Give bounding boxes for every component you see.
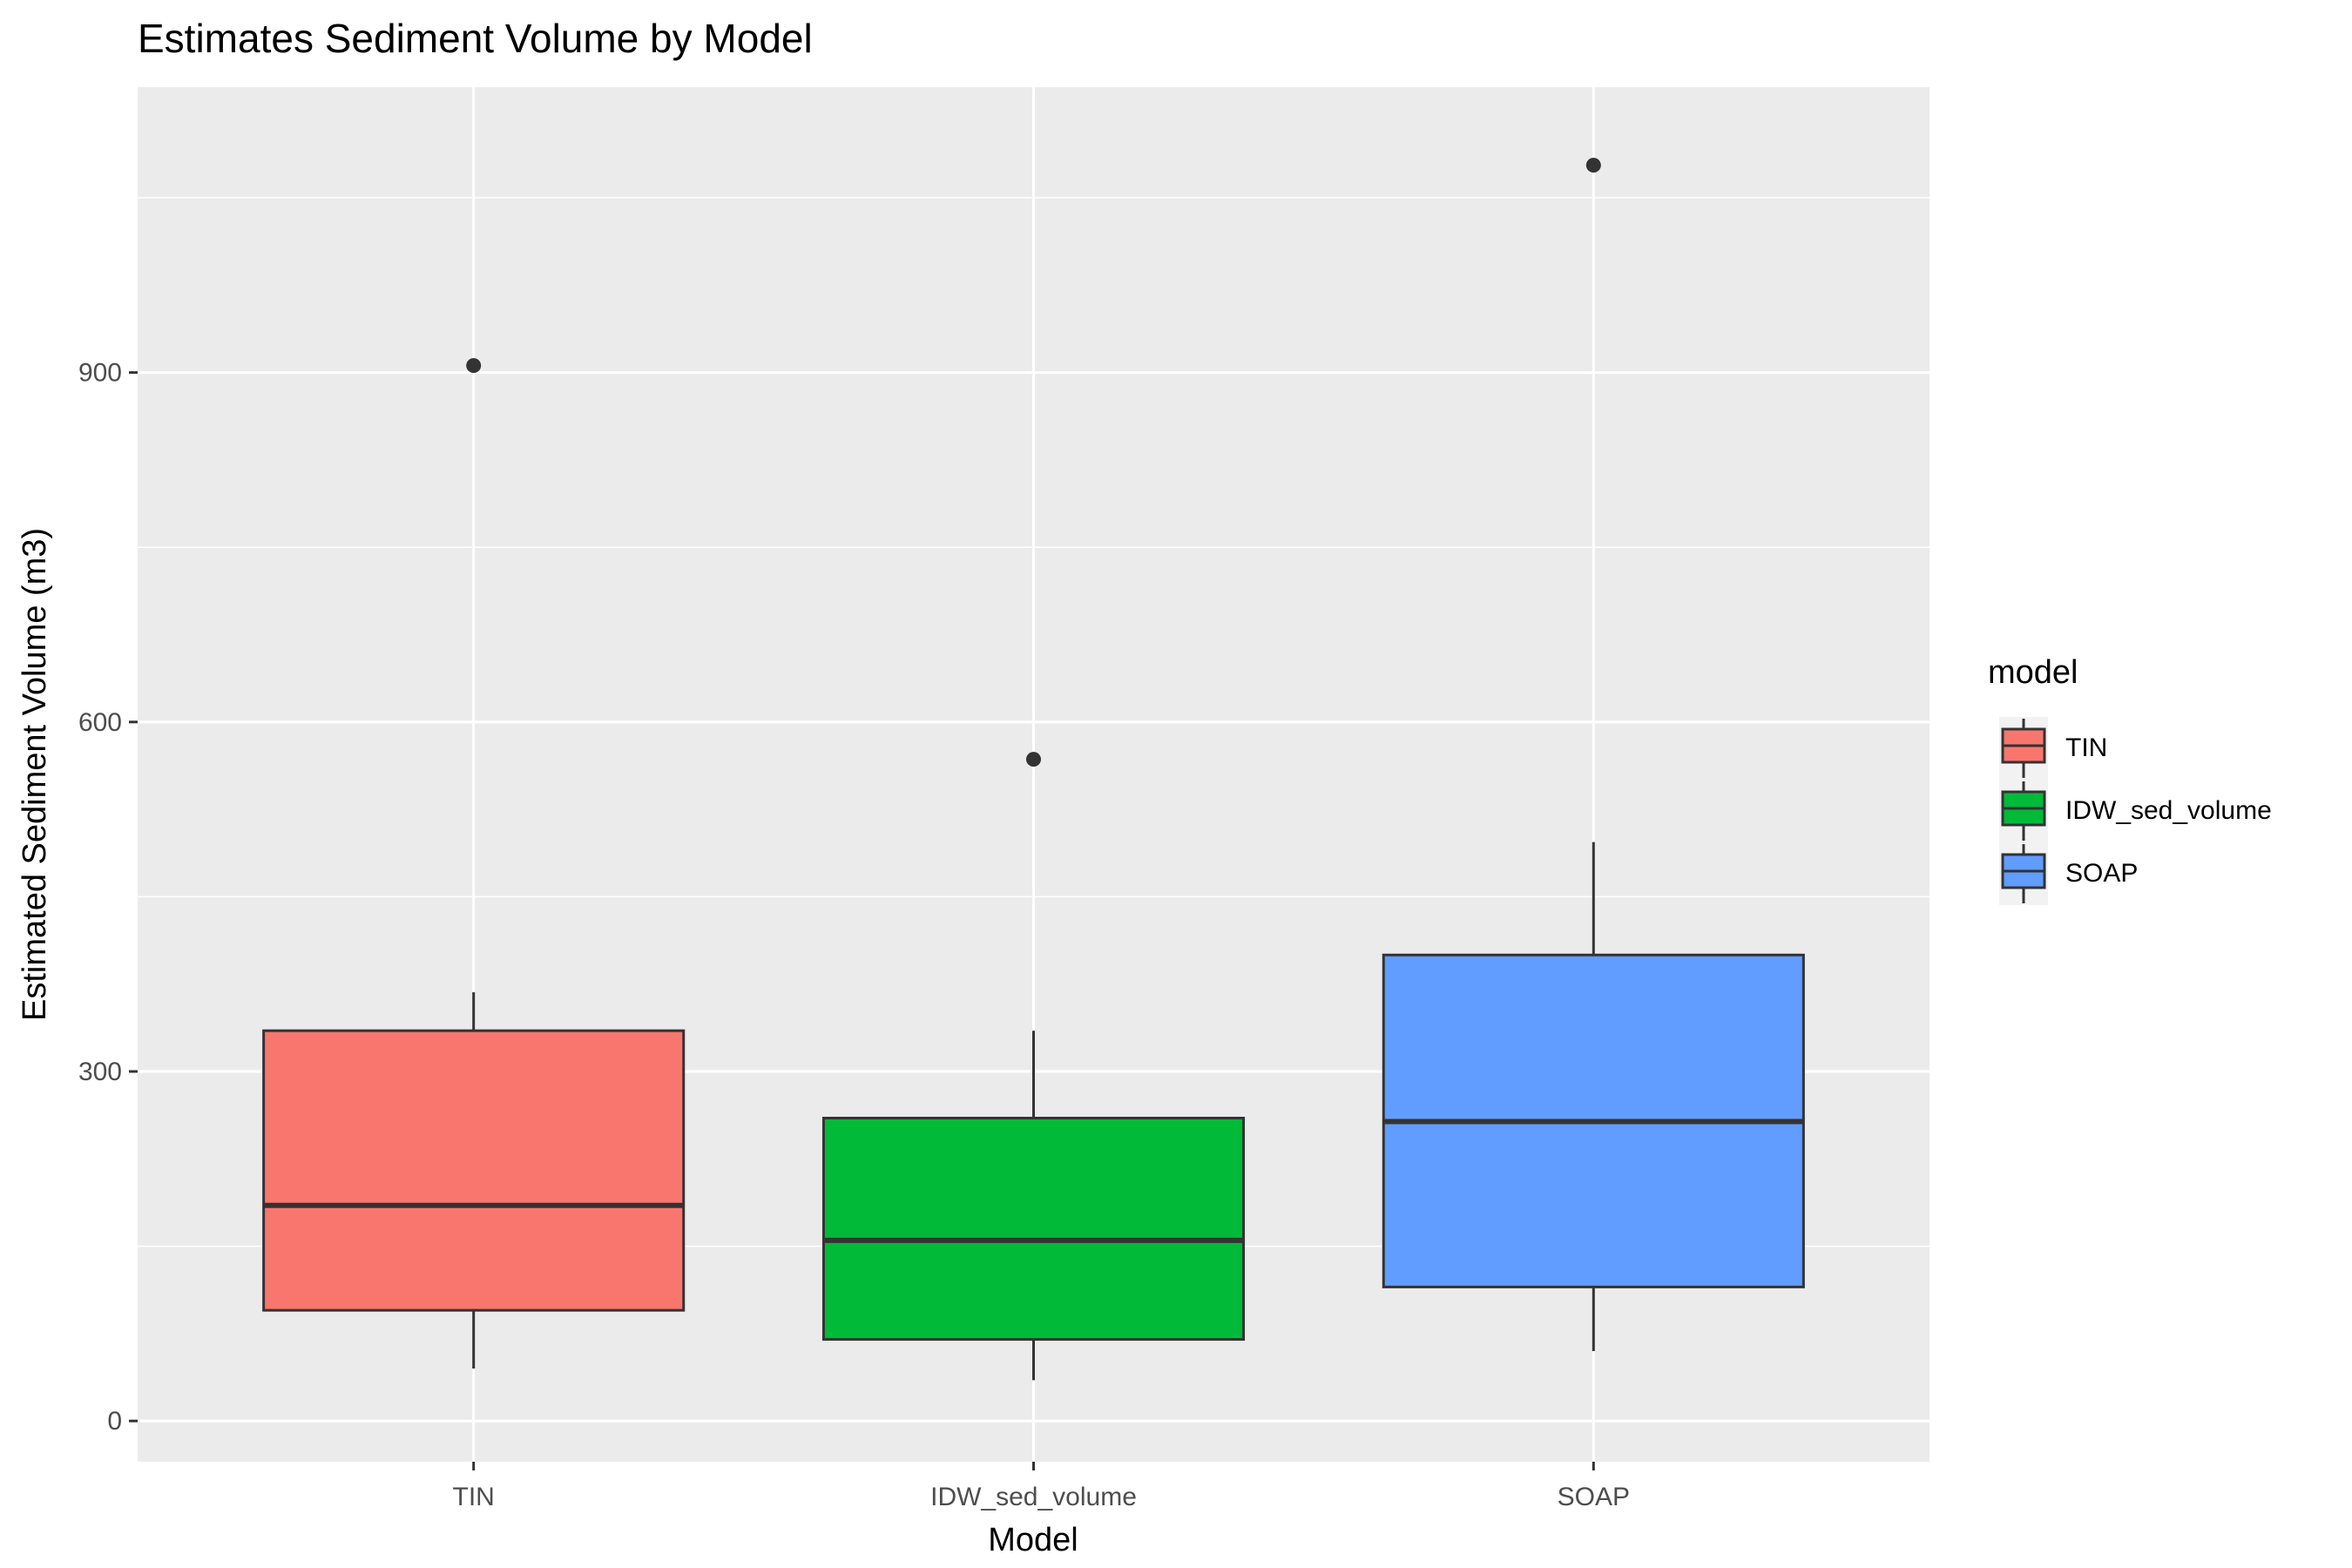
legend-entry-IDW_sed_volume: IDW_sed_volume [1999, 780, 2272, 842]
legend: model TIN IDW_sed_volume SOAP [1988, 654, 2272, 905]
legend-label: TIN [2065, 733, 2107, 762]
box-body [821, 1117, 1246, 1342]
x-tick-label: TIN [453, 1483, 495, 1511]
y-axis: 0 300 600 900 [78, 359, 138, 1436]
legend-label: SOAP [2065, 859, 2138, 888]
y-tick-label: 600 [78, 708, 122, 737]
y-axis-title: Estimated Sediment Volume (m3) [17, 528, 53, 1021]
box-TIN [262, 358, 686, 1369]
legend-label: IDW_sed_volume [2065, 796, 2272, 825]
outlier-point [1026, 752, 1041, 767]
chart-title: Estimates Sediment Volume by Model [138, 16, 813, 61]
x-tick-label: IDW_sed_volume [930, 1483, 1137, 1511]
box-body [262, 1029, 686, 1312]
x-tick-label: SOAP [1558, 1483, 1630, 1511]
x-axis-title: Model [988, 1522, 1078, 1558]
y-tick-label: 900 [78, 359, 122, 388]
legend-entry-SOAP: SOAP [1999, 842, 2138, 905]
box-IDW_sed_volume [821, 752, 1246, 1381]
y-tick-label: 300 [78, 1058, 122, 1086]
outlier-point [466, 358, 482, 374]
box-SOAP [1382, 158, 1805, 1351]
y-tick-label: 0 [107, 1407, 122, 1436]
legend-entry-TIN: TIN [1999, 717, 2107, 780]
box-series [262, 158, 1805, 1381]
x-axis: TIN IDW_sed_volume SOAP [453, 1462, 1630, 1511]
outlier-point [1585, 158, 1601, 173]
legend-title: model [1988, 654, 2078, 691]
